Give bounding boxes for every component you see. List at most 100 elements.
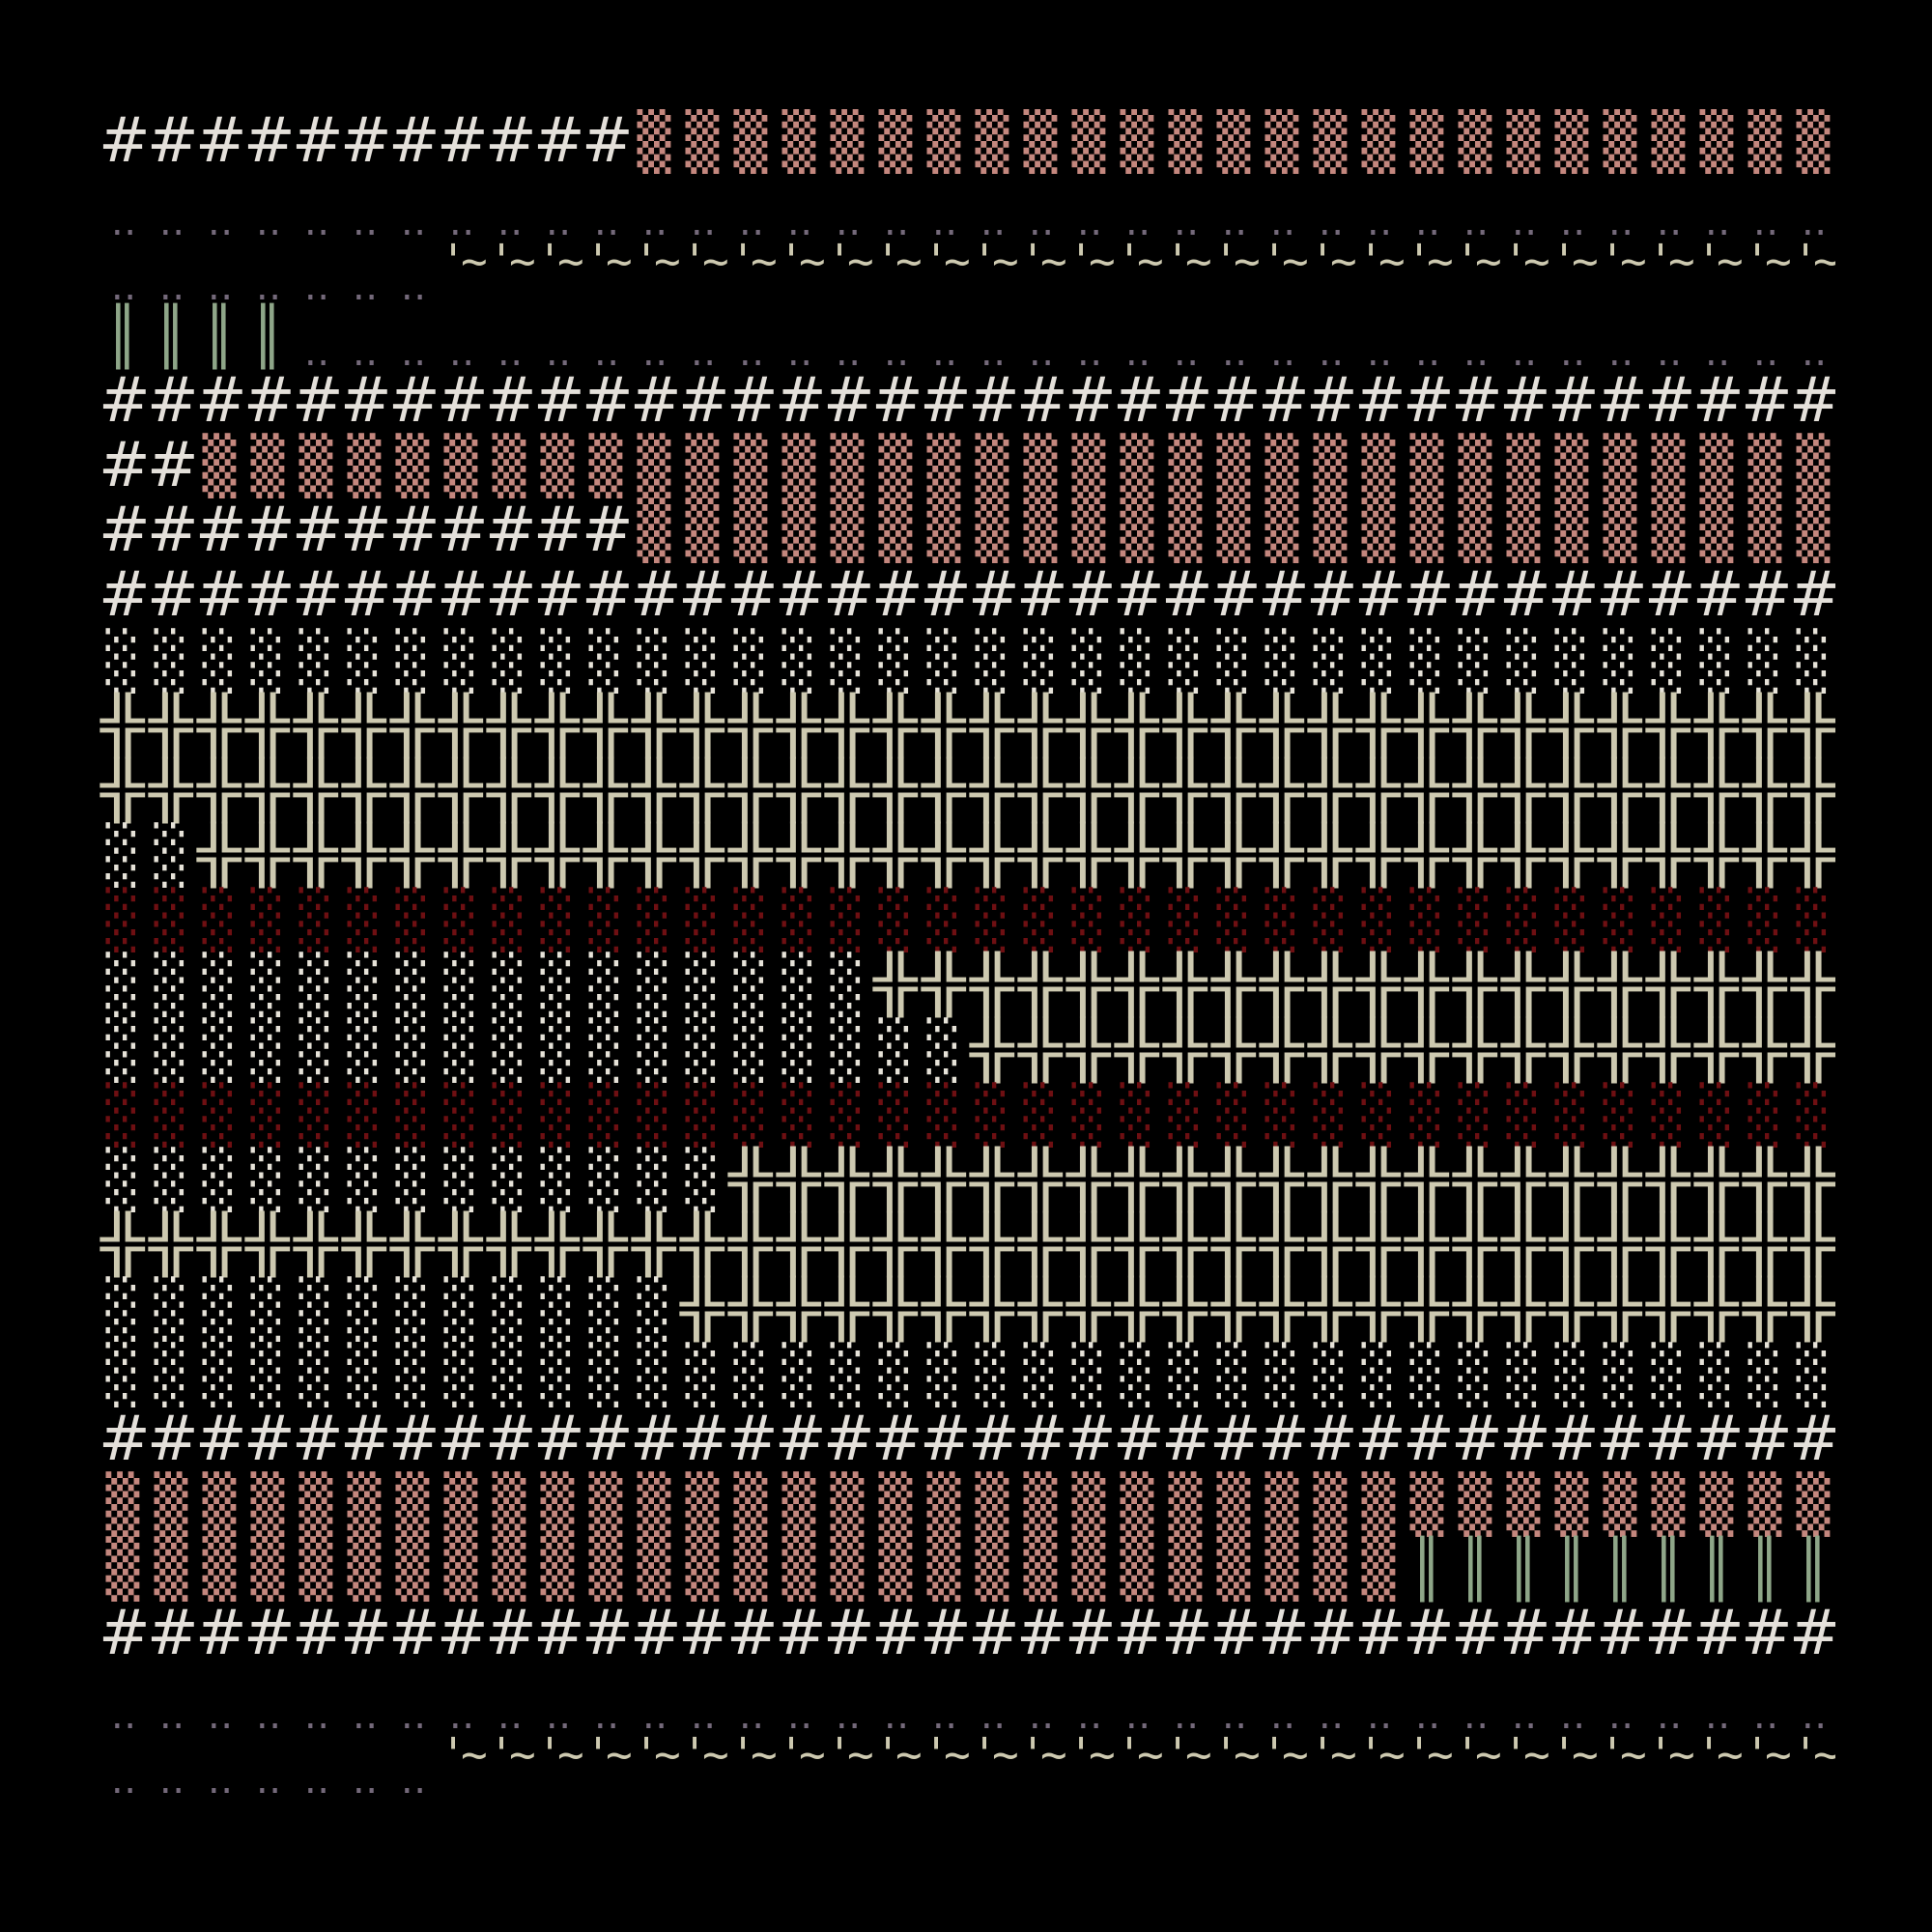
- wall-tile: #: [1789, 368, 1835, 434]
- ground-tile: ‥: [835, 1692, 862, 1738]
- water-tile: '~: [1261, 1727, 1308, 1780]
- ground-tile: ‥: [303, 1692, 330, 1738]
- floor-tile: ░: [878, 1341, 913, 1407]
- wall-tile: #: [871, 1403, 923, 1475]
- crossing-tile: ╬: [1791, 1276, 1835, 1343]
- ground-tile: ‥: [400, 329, 427, 375]
- floor-tile: ░: [1506, 1081, 1541, 1148]
- brick-tile: ▒: [443, 1470, 478, 1537]
- wall-tile: #: [243, 495, 296, 567]
- floor-tile: ░: [588, 1081, 623, 1148]
- wall-tile: #: [1354, 559, 1406, 632]
- crossing-tile: ╬: [1163, 822, 1208, 889]
- floor-tile: ░: [540, 1081, 575, 1148]
- brick-tile: ▒: [1409, 432, 1444, 498]
- crossing-tile: ╬: [1308, 692, 1352, 758]
- crossing-tile: ╬: [1549, 1211, 1594, 1278]
- floor-tile: ░: [1699, 887, 1734, 953]
- wall-tile: #: [147, 1598, 199, 1670]
- brick-tile: ▒: [975, 109, 1009, 174]
- wall-tile: #: [1499, 364, 1551, 437]
- crossing-tile: ╬: [1743, 952, 1787, 1018]
- crossing-tile: ╬: [439, 822, 483, 889]
- wall-tile: #: [1306, 364, 1358, 437]
- floor-tile: ░: [298, 1016, 333, 1083]
- floor-tile: ░: [1313, 1081, 1348, 1148]
- floor-tile: ░: [395, 887, 430, 953]
- floor-tile: ░: [1796, 627, 1831, 694]
- floor-tile: ░: [1361, 1341, 1396, 1407]
- crossing-tile: ╬: [1018, 822, 1063, 889]
- brick-tile: ▒: [1313, 432, 1348, 498]
- floor-tile: ░: [298, 627, 333, 694]
- ground-tile: ‥: [1173, 1692, 1200, 1738]
- brick-tile: ▒: [830, 497, 865, 564]
- wall-tile: #: [1403, 1598, 1455, 1670]
- ground-tile: ‥: [690, 329, 717, 375]
- floor-tile: ░: [685, 1147, 720, 1212]
- crossing-tile: ╬: [245, 692, 290, 758]
- crossing-tile: ╬: [100, 692, 145, 758]
- floor-tile: ░: [1796, 1081, 1831, 1148]
- water-tile: '~: [584, 235, 632, 288]
- floor-tile: ░: [878, 627, 913, 694]
- wall-tile: #: [1741, 559, 1793, 632]
- floor-tile: ░: [588, 952, 623, 1018]
- ground-tile: ‥: [1704, 329, 1731, 375]
- crossing-tile: ╬: [1694, 692, 1739, 758]
- floor-tile: ░: [1071, 1081, 1106, 1148]
- brick-tile: ▒: [1313, 1470, 1348, 1537]
- ground-tile: ‥: [786, 200, 813, 245]
- wall-tile: #: [1065, 1598, 1117, 1670]
- floor-tile: ░: [1699, 1081, 1734, 1148]
- floor-tile: ░: [1651, 1081, 1686, 1148]
- crossing-tile: ╬: [1501, 1276, 1546, 1343]
- ground-tile: ‥: [1463, 329, 1490, 375]
- wall-tile: #: [968, 1403, 1020, 1475]
- map-row: #####################################: [99, 1602, 1835, 1666]
- crossing-tile: ╬: [245, 822, 290, 889]
- floor-tile: ░: [830, 887, 865, 953]
- water-tile: '~: [1261, 235, 1308, 288]
- brick-tile: ▒: [1264, 1470, 1299, 1537]
- brick-tile: ▒: [1023, 497, 1058, 564]
- crossing-tile: ╬: [873, 952, 918, 1018]
- ground-tile: ‥: [593, 1692, 620, 1738]
- floor-tile: ░: [1023, 627, 1058, 694]
- wall-tile: #: [582, 559, 634, 632]
- brick-tile: ▒: [395, 1536, 430, 1603]
- ground-tile: ‥: [641, 329, 668, 375]
- crossing-tile: ╬: [1694, 1147, 1739, 1212]
- floor-tile: ░: [492, 627, 526, 694]
- wall-tile: #: [1065, 1403, 1117, 1475]
- brick-tile: ▒: [1361, 432, 1396, 498]
- floor-tile: ░: [733, 952, 768, 1018]
- crossing-tile: ╬: [1066, 1147, 1111, 1212]
- wall-tile: #: [388, 1403, 440, 1475]
- brick-tile: ▒: [1264, 497, 1299, 564]
- crossing-tile: ╬: [873, 1276, 918, 1343]
- crossing-tile: ╬: [1260, 1211, 1304, 1278]
- ground-tile: ‥: [1752, 1692, 1779, 1738]
- ground-tile: ‥: [883, 200, 910, 245]
- crossing-tile: ╬: [1211, 1276, 1256, 1343]
- wall-tile: #: [1354, 364, 1406, 437]
- brick-tile: ▒: [926, 1470, 961, 1537]
- floor-tile: ░: [395, 1081, 430, 1148]
- ground-tile: ‥: [110, 1757, 137, 1797]
- floor-tile: ░: [395, 1341, 430, 1407]
- crossing-tile: ╬: [1356, 1276, 1401, 1343]
- water-tile: '~: [826, 1727, 873, 1780]
- crossing-tile: ╬: [1549, 1276, 1594, 1343]
- ground-tile: ‥: [1318, 200, 1345, 245]
- brick-tile: ▒: [1603, 109, 1637, 174]
- crossing-tile: ╬: [100, 756, 145, 823]
- ground-tile: ‥: [207, 1692, 234, 1738]
- floor-tile: ░: [1216, 887, 1251, 953]
- wall-tile: #: [388, 1598, 440, 1670]
- pillar-tile: ║: [1506, 1536, 1541, 1603]
- ground-tile: ‥: [641, 1692, 668, 1738]
- ground-tile: ‥: [1028, 1692, 1055, 1738]
- floor-tile: ░: [1651, 887, 1686, 953]
- brick-tile: ▒: [1120, 432, 1154, 498]
